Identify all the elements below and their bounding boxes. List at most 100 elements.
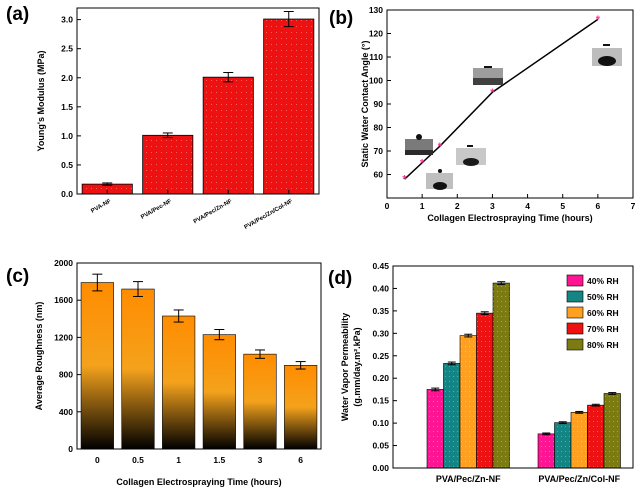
chart-b-ylabel: Static Water Contact Angle (°) bbox=[360, 41, 370, 168]
chart-b-point: * bbox=[420, 157, 425, 169]
chart-d-legend-label: 40% RH bbox=[587, 276, 619, 286]
chart-c-ytick-label: 2000 bbox=[54, 258, 73, 268]
panel-label-a: (a) bbox=[6, 4, 29, 25]
chart-d-bar-texture bbox=[571, 412, 588, 468]
chart-a-bar-texture bbox=[82, 184, 133, 194]
chart-d-legend-label: 50% RH bbox=[587, 292, 619, 302]
chart-b-ytick-label: 130 bbox=[369, 5, 383, 15]
chart-d-bar-texture bbox=[460, 335, 477, 468]
droplet-image-2 bbox=[426, 169, 453, 190]
chart-b-ytick-label: 60 bbox=[374, 170, 384, 180]
chart-d-ylabel-line1: Water Vapor Permeability bbox=[340, 313, 350, 421]
chart-d-legend: 40% RH 50% RH 60% RH 70% RH 80% RH bbox=[566, 274, 619, 351]
chart-b-xtick-label: 7 bbox=[631, 201, 636, 211]
chart-d-ytick-label: 0.30 bbox=[372, 328, 389, 338]
chart-a-bar-texture bbox=[263, 19, 314, 195]
chart-c-ytick-label: 0 bbox=[68, 444, 73, 454]
chart-a: 0.0 0.5 1.0 1.5 2.0 2.5 3.0 PVA-NF PVA/Pec-NF PV… bbox=[36, 7, 320, 231]
chart-d-ytick-label: 0.20 bbox=[372, 373, 389, 383]
chart-d-legend-label: 80% RH bbox=[587, 340, 619, 350]
chart-b-frame bbox=[386, 9, 634, 199]
chart-b-point: * bbox=[402, 174, 407, 186]
droplet-image-1 bbox=[405, 134, 433, 155]
chart-d-ytick-label: 0.35 bbox=[372, 306, 389, 316]
chart-c-xlabel: Collagen Electrospraying Time (hours) bbox=[116, 477, 281, 487]
chart-b-xtick-label: 1 bbox=[420, 201, 425, 211]
chart-a-xtick-label: PVA/Pec/Zn/Col-NF bbox=[243, 198, 294, 231]
chart-d-bar-texture bbox=[443, 363, 460, 468]
chart-d-bar-texture bbox=[587, 405, 604, 468]
chart-c-ytick-label: 400 bbox=[59, 407, 73, 417]
chart-d-bar-texture bbox=[554, 422, 571, 468]
chart-d-legend-label: 60% RH bbox=[587, 308, 619, 318]
chart-d-bar-texture bbox=[604, 393, 621, 468]
panel-label-d: (d) bbox=[328, 268, 352, 289]
chart-c-ytick-label: 800 bbox=[59, 370, 73, 380]
chart-c-xtick-label: 1 bbox=[176, 455, 181, 465]
chart-b-xtick-label: 3 bbox=[490, 201, 495, 211]
chart-c-ytick-label: 1200 bbox=[54, 332, 73, 342]
chart-c-ylabel: Average Roughness (nm) bbox=[34, 302, 44, 411]
chart-c-xtick-label: 1.5 bbox=[213, 455, 225, 465]
chart-b-ytick-label: 90 bbox=[374, 99, 384, 109]
chart-a-frame bbox=[76, 7, 320, 195]
chart-c-bar bbox=[243, 353, 277, 450]
chart-d: 0.00 0.05 0.10 0.15 0.20 0.25 0.30 0.35 0.40 0.45… bbox=[340, 261, 634, 484]
chart-a-ytick-label: 0.0 bbox=[61, 189, 73, 199]
chart-a-ytick-label: 1.0 bbox=[61, 131, 73, 141]
chart-b-xtick-label: 2 bbox=[455, 201, 460, 211]
chart-a-ytick-label: 2.0 bbox=[61, 73, 73, 83]
chart-b-ytick-label: 120 bbox=[369, 29, 383, 39]
chart-b-ytick-label: 100 bbox=[369, 76, 383, 86]
chart-b-xlabel: Collagen Electrospraying Time (hours) bbox=[427, 213, 592, 223]
chart-c-bar bbox=[202, 334, 236, 450]
chart-c-bar bbox=[162, 315, 196, 450]
chart-b-point: * bbox=[490, 87, 495, 99]
chart-b-xtick-label: 4 bbox=[525, 201, 530, 211]
droplet-image-4 bbox=[473, 66, 503, 85]
chart-c-xtick-label: 0 bbox=[95, 455, 100, 465]
chart-d-xtick-label: PVA/Pec/Zn/Col-NF bbox=[538, 474, 620, 484]
droplet-image-3 bbox=[456, 145, 486, 166]
chart-c-ytick-label: 1600 bbox=[54, 295, 73, 305]
chart-a-bar-texture bbox=[203, 77, 254, 194]
chart-b-ytick-label: 70 bbox=[374, 146, 384, 156]
chart-d-legend-label: 70% RH bbox=[587, 324, 619, 334]
chart-d-legend-swatch bbox=[566, 322, 584, 335]
chart-b-xtick-label: 0 bbox=[385, 201, 390, 211]
chart-a-bar-texture bbox=[142, 135, 193, 194]
chart-b-series-line bbox=[404, 18, 599, 180]
chart-d-bar-texture bbox=[427, 389, 444, 468]
chart-d-legend-swatch bbox=[566, 338, 584, 351]
chart-c-bar bbox=[121, 288, 155, 450]
chart-d-ylabel-line2: (g.mm/day.m².kPa) bbox=[352, 327, 362, 406]
chart-d-ytick-label: 0.45 bbox=[372, 261, 389, 271]
chart-c-frame bbox=[76, 262, 322, 450]
chart-d-ytick-label: 0.15 bbox=[372, 396, 389, 406]
panel-label-c: (c) bbox=[6, 266, 29, 287]
chart-c-bar bbox=[284, 364, 318, 450]
chart-c-xtick-label: 3 bbox=[258, 455, 263, 465]
chart-c-xtick-label: 0.5 bbox=[132, 455, 144, 465]
chart-d-ytick-label: 0.40 bbox=[372, 283, 389, 293]
panel-label-b: (b) bbox=[329, 8, 353, 29]
chart-d-legend-swatch bbox=[566, 290, 584, 303]
chart-c: 0 400 800 1200 1600 2000 0 0.5 1 1.5 3 6 Average R… bbox=[34, 258, 322, 487]
chart-a-ytick-label: 3.0 bbox=[61, 15, 73, 25]
chart-d-ytick-label: 0.10 bbox=[372, 418, 389, 428]
chart-a-xtick-label: PVA/Pec/Zn-NF bbox=[193, 198, 234, 225]
chart-b-xtick-label: 5 bbox=[560, 201, 565, 211]
chart-b-ytick-label: 110 bbox=[369, 52, 383, 62]
chart-d-xtick-label: PVA/Pec/Zn-NF bbox=[436, 474, 501, 484]
chart-b: * * * * * 60 70 80 90 100 110 120 130 0 1 2 3 4 5 6 7 Stat… bbox=[360, 5, 636, 223]
chart-d-legend-swatch bbox=[566, 274, 584, 287]
chart-d-ytick-label: 0.25 bbox=[372, 351, 389, 361]
chart-d-bar-texture bbox=[493, 283, 510, 468]
chart-a-ylabel: Young's Modulus (MPa) bbox=[36, 51, 46, 152]
chart-c-xtick-label: 6 bbox=[298, 455, 303, 465]
chart-a-ytick-label: 0.5 bbox=[61, 160, 73, 170]
chart-a-ytick-label: 1.5 bbox=[61, 102, 73, 112]
chart-b-xtick-label: 6 bbox=[595, 201, 600, 211]
chart-d-ytick-label: 0.05 bbox=[372, 441, 389, 451]
